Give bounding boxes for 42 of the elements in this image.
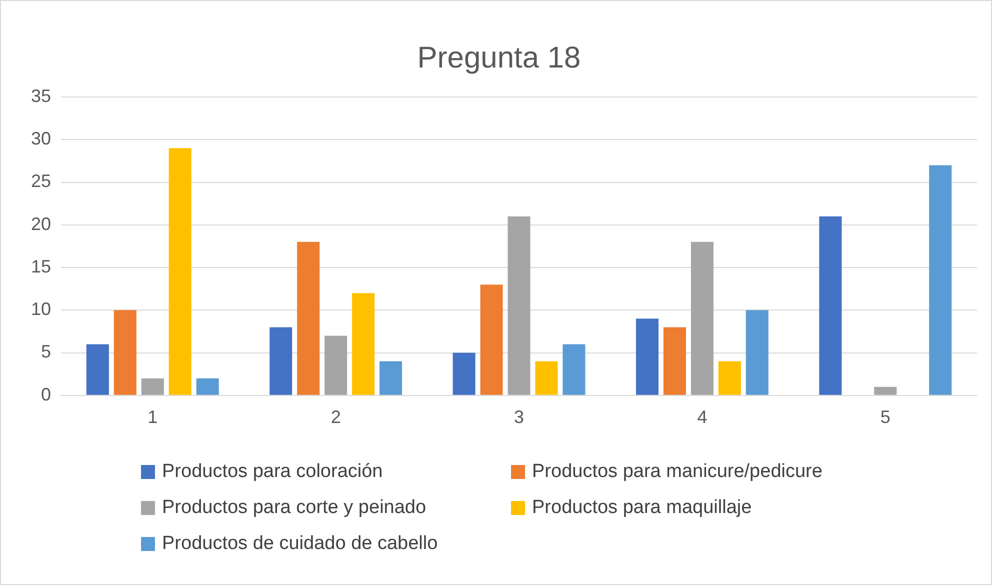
bar [929,165,952,395]
bar [452,352,476,395]
bar [352,293,375,395]
bar [718,361,741,395]
bar [480,284,503,395]
bar [562,344,586,395]
bar [746,310,768,395]
y-tick-label: 0 [41,384,52,404]
legend-label: Productos para coloración [162,461,383,483]
legend-label: Productos para maquillaje [532,497,752,519]
bar [380,361,402,395]
y-tick-label: 35 [30,86,52,106]
bar [663,327,686,395]
x-tick-label: 5 [880,407,890,428]
bar [874,386,897,395]
legend-label: Productos de cuidado de cabello [162,533,438,555]
bar [141,378,164,395]
x-tick-label: 1 [148,407,158,428]
y-tick-label: 10 [30,299,52,320]
bar [324,336,348,395]
bar [819,216,842,395]
y-tick-label: 15 [30,256,52,276]
bar [636,318,659,395]
y-tick-label: 20 [30,214,52,234]
bar [297,242,320,395]
y-tick-label: 5 [41,342,52,362]
bar [690,242,714,395]
legend-label: Productos para corte y peinado [162,497,426,519]
y-tick-label: 30 [30,128,52,149]
bar [168,148,192,395]
x-tick-label: 4 [697,407,708,428]
bar [535,361,558,395]
bar [270,327,292,395]
bar [114,310,136,395]
chart-title: Pregunta 18 [417,41,581,74]
x-tick-label: 3 [514,407,524,428]
legend-label: Productos para manicure/pedicure [532,461,822,483]
x-tick-label: 2 [330,407,341,428]
bar [196,378,219,395]
bar [508,216,530,395]
y-tick-label: 25 [30,171,52,192]
bar [86,344,109,395]
